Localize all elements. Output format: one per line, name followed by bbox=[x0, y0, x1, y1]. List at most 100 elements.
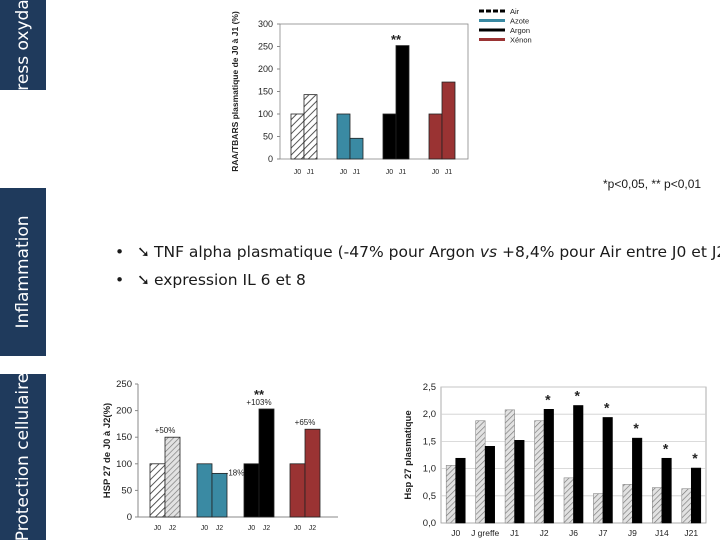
bar-azote-j2 bbox=[211, 472, 228, 518]
y-tick-label: 1,5 bbox=[423, 436, 436, 447]
x-tick-label: J9 bbox=[628, 528, 637, 538]
y-tick-label: 150 bbox=[258, 87, 273, 97]
y-tick-label: 100 bbox=[258, 109, 273, 119]
legend-label-air: Air bbox=[510, 7, 520, 16]
y-tick-label: 0 bbox=[268, 154, 273, 164]
bullet-dot: • bbox=[115, 243, 125, 261]
x-tick-label: J6 bbox=[569, 528, 578, 538]
x-tick-label: J1 bbox=[510, 528, 519, 538]
bar-argon-j0 bbox=[243, 463, 260, 518]
x-tick-label: J14 bbox=[655, 528, 669, 538]
y-tick-label: 200 bbox=[258, 64, 273, 74]
x-tick-label: J0 bbox=[451, 528, 460, 538]
sidebar-section-protection: Protection cellulaire bbox=[0, 372, 46, 541]
bar-xénon-j1 bbox=[441, 81, 456, 160]
bar-argon-j1 bbox=[395, 45, 410, 160]
bullet-il: • ➘ expression IL 6 et 8 bbox=[115, 266, 720, 294]
bar-series-0-j2 bbox=[534, 420, 545, 524]
x-tick-label: J1 bbox=[399, 169, 407, 176]
bar-air-j0 bbox=[290, 113, 305, 160]
y-tick-label: 2,0 bbox=[423, 409, 436, 420]
x-tick-label: J2 bbox=[216, 525, 224, 532]
bullet-text: expression IL 6 et 8 bbox=[154, 271, 306, 289]
plot-area bbox=[279, 23, 469, 160]
arrow-down-icon: ➘ bbox=[137, 243, 150, 261]
sidebar-label-inflammation: Inflammation bbox=[13, 215, 33, 329]
bar-argon-j2 bbox=[258, 408, 275, 518]
bullet-dot: • bbox=[115, 271, 125, 289]
y-tick-label: 0,5 bbox=[423, 491, 436, 502]
bar-xénon-j2 bbox=[304, 428, 321, 518]
significance-star: * bbox=[692, 450, 698, 466]
significance-star: * bbox=[575, 387, 581, 403]
bullet-text: TNF alpha plasmatique (-47% pour Argon bbox=[154, 243, 480, 261]
y-tick-label: 50 bbox=[263, 132, 273, 142]
y-tick-label: 50 bbox=[121, 485, 132, 496]
bar-series-1-j2 bbox=[543, 409, 554, 524]
bar-air-j0 bbox=[149, 463, 166, 518]
x-tick-label: J1 bbox=[445, 169, 453, 176]
arrow-down-icon: ➘ bbox=[137, 271, 150, 289]
significance-stars: ** bbox=[254, 387, 265, 402]
change-annotation: +50% bbox=[155, 426, 176, 435]
inflammation-bullets: • ➘ TNF alpha plasmatique (-47% pour Arg… bbox=[115, 238, 720, 294]
sidebar-label-stress: Stress oxydant bbox=[13, 0, 33, 109]
x-tick-label: J0 bbox=[248, 525, 256, 532]
y-tick-label: 0 bbox=[127, 512, 132, 523]
x-tick-label: J0 bbox=[340, 169, 348, 176]
bar-series-1-j1 bbox=[514, 440, 525, 524]
change-annotation: -18% bbox=[226, 468, 245, 477]
bar-xénon-j0 bbox=[428, 113, 443, 160]
bar-series-0-j14 bbox=[652, 487, 663, 524]
bar-air-j2 bbox=[164, 436, 181, 518]
y-axis-label: RAA/TBARS plasmatique de J0 à J1 (%) bbox=[230, 11, 240, 172]
bar-argon-j0 bbox=[382, 113, 397, 160]
bar-series-0-j1 bbox=[504, 409, 515, 524]
y-tick-label: 300 bbox=[258, 19, 273, 29]
x-tick-label: J2 bbox=[263, 525, 271, 532]
bar-azote-j0 bbox=[196, 463, 213, 518]
y-axis-label: HSP 27 de J0 à J2(%) bbox=[102, 403, 113, 498]
y-tick-label: 150 bbox=[116, 432, 132, 443]
x-tick-label: J21 bbox=[684, 528, 698, 538]
x-tick-label: J1 bbox=[353, 169, 361, 176]
sidebar-section-inflammation: Inflammation bbox=[0, 188, 46, 356]
bar-xénon-j0 bbox=[289, 463, 306, 518]
bar-series-1-j-greffe bbox=[484, 445, 495, 524]
x-tick-label: J0 bbox=[294, 169, 302, 176]
x-tick-label: J0 bbox=[154, 525, 162, 532]
bullet-text: +8,4% pour Air entre J0 et J2) bbox=[497, 243, 720, 261]
x-tick-label: J0 bbox=[432, 169, 440, 176]
bar-series-1-j14 bbox=[661, 457, 672, 524]
bar-azote-j0 bbox=[336, 113, 351, 160]
y-tick-label: 2,5 bbox=[423, 382, 436, 393]
bar-series-1-j9 bbox=[632, 437, 643, 524]
plot-area bbox=[440, 386, 707, 524]
significance-star: * bbox=[633, 420, 639, 436]
y-tick-label: 250 bbox=[258, 42, 273, 52]
sidebar-label-protection: Protection cellulaire bbox=[13, 372, 33, 541]
sidebar-section-stress: Stress oxydant bbox=[0, 0, 46, 108]
bar-series-1-j21 bbox=[690, 467, 702, 524]
x-tick-label: J2 bbox=[540, 528, 549, 538]
bar-series-0-j-greffe bbox=[475, 420, 486, 524]
y-axis-label: Hsp 27 plasmatique bbox=[403, 410, 414, 499]
change-annotation: +103% bbox=[246, 398, 271, 407]
bullet-text-em: vs bbox=[479, 243, 498, 261]
x-tick-label: J2 bbox=[309, 525, 317, 532]
x-tick-label: J0 bbox=[386, 169, 394, 176]
y-tick-label: 100 bbox=[116, 459, 132, 470]
significance-star: * bbox=[545, 391, 551, 407]
x-tick-label: J0 bbox=[294, 525, 302, 532]
y-tick-label: 1,0 bbox=[423, 464, 436, 475]
y-tick-label: 0,0 bbox=[423, 518, 436, 529]
bar-series-0-j21 bbox=[681, 488, 692, 524]
x-tick-label: J1 bbox=[307, 169, 315, 176]
x-tick-label: J7 bbox=[598, 528, 607, 538]
x-tick-label: J2 bbox=[169, 525, 177, 532]
significance-star: * bbox=[663, 440, 669, 456]
y-tick-label: 250 bbox=[116, 379, 132, 390]
bar-series-1-j7 bbox=[602, 417, 613, 524]
significance-stars: ** bbox=[391, 32, 402, 47]
x-tick-label: J0 bbox=[201, 525, 209, 532]
